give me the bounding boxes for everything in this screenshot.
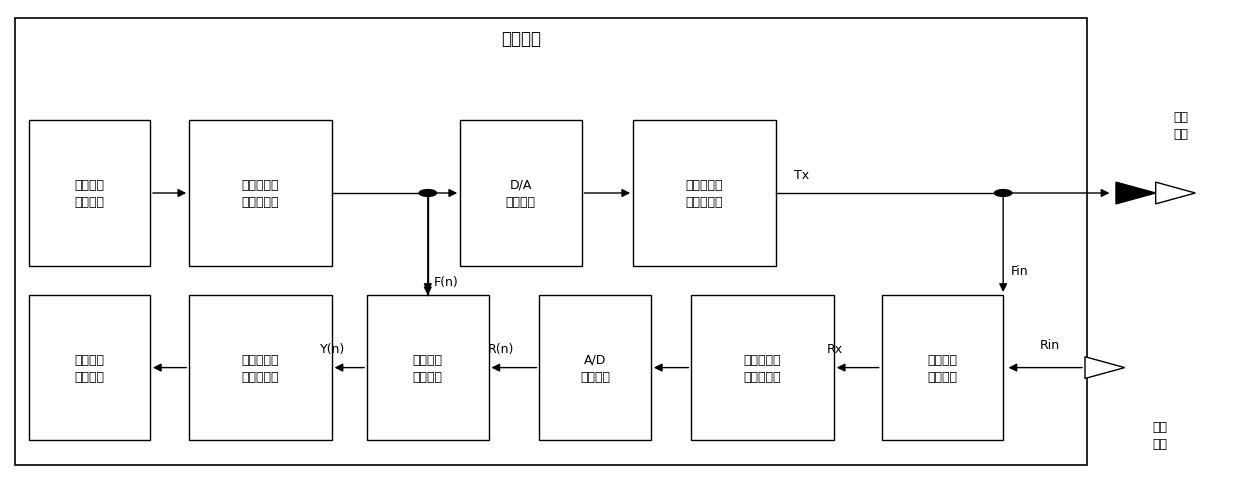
Text: Fin: Fin (1011, 265, 1028, 277)
Bar (692, 295, 833, 440)
Text: Rx: Rx (827, 343, 843, 356)
Text: 数字干扰
抵消单元: 数字干扰 抵消单元 (413, 353, 443, 383)
Text: A/D
转换单元: A/D 转换单元 (580, 353, 610, 383)
Bar (539, 295, 651, 440)
Polygon shape (1085, 357, 1125, 378)
Polygon shape (1116, 183, 1156, 204)
Text: 通信单元: 通信单元 (501, 30, 541, 48)
Bar (15, 19, 1087, 465)
Bar (29, 295, 150, 440)
Bar (367, 295, 489, 440)
Bar (882, 295, 1003, 440)
Text: D/A
转换单元: D/A 转换单元 (506, 179, 536, 209)
Text: F(n): F(n) (434, 276, 459, 289)
Circle shape (994, 190, 1012, 197)
Bar (632, 121, 776, 266)
Text: Rin: Rin (1040, 338, 1060, 351)
Bar (188, 295, 332, 440)
Text: Tx: Tx (794, 168, 808, 182)
Text: 发送
天线: 发送 天线 (1173, 111, 1188, 141)
Text: 发送射频信
号处理单元: 发送射频信 号处理单元 (686, 179, 723, 209)
Text: 接收基带信
号处理单元: 接收基带信 号处理单元 (242, 353, 279, 383)
Polygon shape (1156, 183, 1195, 204)
Text: R(n): R(n) (489, 343, 515, 356)
Bar (29, 121, 150, 266)
Text: Y(n): Y(n) (320, 343, 345, 356)
Text: 接收
天线: 接收 天线 (1152, 421, 1167, 451)
Circle shape (419, 190, 436, 197)
Bar (460, 121, 582, 266)
Text: 业务发送
处理单元: 业务发送 处理单元 (74, 179, 104, 209)
Text: 模拟干扰
抵消单元: 模拟干扰 抵消单元 (928, 353, 957, 383)
Bar (188, 121, 332, 266)
Text: 发送基带信
号处理单元: 发送基带信 号处理单元 (242, 179, 279, 209)
Text: 业务接收
处理单元: 业务接收 处理单元 (74, 353, 104, 383)
Text: 接收射频信
号处理单元: 接收射频信 号处理单元 (744, 353, 781, 383)
